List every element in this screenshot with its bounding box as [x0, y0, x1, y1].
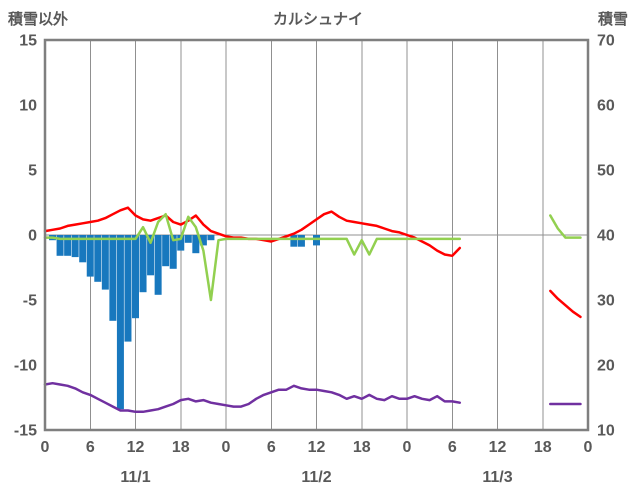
bar [184, 235, 192, 243]
bar [116, 235, 124, 410]
right-axis-tick: 20 [597, 358, 615, 375]
x-axis-date-label: 11/1 [120, 469, 150, 486]
x-axis-date-label: 11/2 [301, 469, 331, 486]
chart-title: カルシュナイ [272, 11, 363, 28]
left-axis-tick: 0 [28, 228, 37, 245]
bar [94, 235, 102, 282]
x-axis-tick: 18 [534, 439, 552, 456]
bar [124, 235, 132, 342]
right-axis-tick: 50 [597, 163, 615, 180]
bar [109, 235, 117, 321]
plot-border [43, 38, 590, 432]
x-axis-date-label: 11/3 [482, 469, 512, 486]
bar [71, 235, 79, 258]
bar [139, 235, 147, 293]
right-axis-tick: 40 [597, 228, 615, 245]
x-axis-tick: 0 [584, 439, 593, 456]
left-axis-tick: -5 [23, 293, 37, 310]
x-axis-tick: 18 [172, 439, 190, 456]
left-axis-tick: 10 [19, 98, 37, 115]
x-axis-tick: 6 [267, 439, 276, 456]
precipitation-bars [49, 235, 320, 410]
right-axis-tick: 70 [597, 33, 615, 50]
bar [64, 235, 72, 256]
bar [154, 235, 162, 295]
bar [297, 235, 305, 247]
bar [169, 235, 177, 269]
bar [56, 235, 64, 256]
bar [192, 235, 200, 254]
bar [162, 235, 170, 267]
x-axis-tick: 6 [448, 439, 457, 456]
bar [101, 235, 109, 290]
x-axis-tick: 12 [127, 439, 145, 456]
x-axis-tick: 0 [222, 439, 231, 456]
right-axis-tick: 60 [597, 98, 615, 115]
left-axis-tick: -15 [14, 423, 37, 440]
x-axis-tick: 12 [489, 439, 507, 456]
bar [290, 235, 298, 247]
right-axis-title: 積雪 [597, 11, 628, 28]
left-axis-tick: -10 [14, 358, 37, 375]
left-axis-title: 積雪以外 [8, 11, 69, 28]
bar [147, 235, 155, 276]
bar [177, 235, 185, 251]
x-axis-tick: 12 [308, 439, 326, 456]
bar [199, 235, 207, 246]
left-axis-tick: 15 [19, 33, 37, 50]
x-axis-tick: 6 [86, 439, 95, 456]
right-axis-tick: 10 [597, 423, 615, 440]
series-green-line [43, 212, 582, 302]
bar [79, 235, 87, 263]
right-axis-tick: 30 [597, 293, 615, 310]
x-axis-tick: 0 [403, 439, 412, 456]
bar [132, 235, 139, 319]
x-axis-tick: 0 [41, 439, 50, 456]
left-axis-tick: 5 [28, 163, 37, 180]
series-purple-line [43, 381, 582, 414]
x-axis-tick: 18 [353, 439, 371, 456]
bar [313, 235, 320, 246]
bar [207, 235, 215, 241]
bar [86, 235, 94, 277]
